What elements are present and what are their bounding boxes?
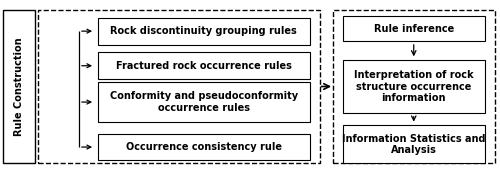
Bar	[98, 134, 310, 161]
Text: Rule inference: Rule inference	[374, 24, 454, 34]
Text: Rock discontinuity grouping rules: Rock discontinuity grouping rules	[110, 26, 297, 36]
Bar	[2, 10, 35, 163]
Bar	[98, 52, 310, 79]
Bar	[332, 10, 495, 163]
Bar	[342, 16, 485, 41]
Text: Rule Construction: Rule Construction	[14, 37, 24, 136]
Text: Information Statistics and
Analysis: Information Statistics and Analysis	[342, 134, 486, 155]
Text: Occurrence consistency rule: Occurrence consistency rule	[126, 142, 282, 152]
Bar	[98, 18, 310, 45]
Bar	[38, 10, 320, 163]
Bar	[342, 60, 485, 113]
Text: Fractured rock occurrence rules: Fractured rock occurrence rules	[116, 61, 292, 71]
Bar	[98, 82, 310, 122]
Bar	[342, 125, 485, 163]
Text: Interpretation of rock
structure occurrence
information: Interpretation of rock structure occurre…	[354, 70, 474, 103]
Text: Conformity and pseudoconformity
occurrence rules: Conformity and pseudoconformity occurren…	[110, 91, 298, 113]
